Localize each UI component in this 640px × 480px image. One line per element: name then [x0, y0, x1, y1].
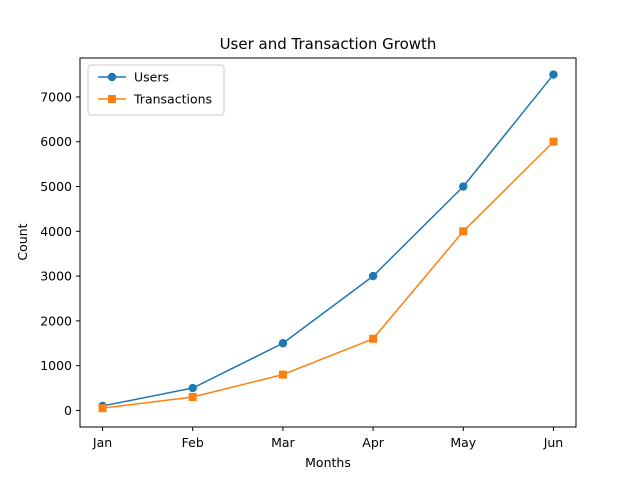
data-point-transactions — [549, 137, 558, 146]
x-tick-label: Mar — [271, 435, 295, 450]
data-point-transactions — [459, 227, 468, 236]
data-point-users — [459, 182, 468, 191]
data-point-transactions — [188, 392, 197, 401]
y-tick-label: 7000 — [40, 89, 72, 104]
legend-label-users: Users — [134, 70, 169, 85]
y-tick-label: 1000 — [40, 358, 72, 373]
y-tick-label: 4000 — [40, 224, 72, 239]
y-tick-label: 3000 — [40, 269, 72, 284]
x-tick-label: Jan — [92, 435, 112, 450]
y-tick-label: 2000 — [40, 313, 72, 328]
data-point-users — [549, 70, 558, 79]
x-tick-label: May — [450, 435, 476, 450]
legend-label-transactions: Transactions — [133, 92, 212, 107]
x-tick-label: Feb — [182, 435, 204, 450]
y-tick-label: 5000 — [40, 179, 72, 194]
data-point-users — [188, 383, 197, 393]
legend-marker-users — [107, 72, 117, 82]
plot-frame — [79, 57, 577, 428]
data-point-transactions — [98, 404, 107, 413]
data-point-users — [278, 339, 288, 348]
chart-title: User and Transaction Growth — [220, 35, 437, 53]
y-axis-label: Count — [15, 223, 30, 260]
y-tick-label: 0 — [64, 403, 72, 418]
legend-marker-transactions — [108, 95, 116, 103]
x-tick-label: Jun — [543, 435, 564, 450]
data-point-transactions — [369, 334, 378, 343]
series-line-transactions — [102, 141, 554, 409]
data-point-transactions — [278, 370, 287, 379]
plot-area: Jan Feb Mar Apr May Jun 0 1000 2000 3000 4000 5000 6… — [40, 57, 577, 450]
data-point-users — [368, 271, 378, 281]
x-tick-label: Apr — [362, 435, 384, 450]
y-tick-label: 6000 — [40, 134, 72, 149]
series-line-users — [102, 74, 555, 407]
x-axis-label: Months — [305, 455, 351, 470]
